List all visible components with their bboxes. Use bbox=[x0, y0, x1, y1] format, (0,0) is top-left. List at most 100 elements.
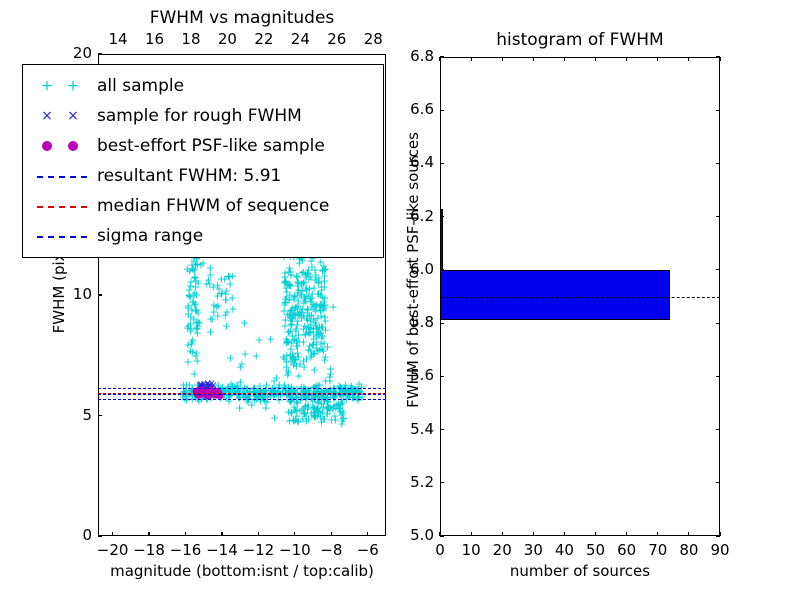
y-tick-mark bbox=[98, 294, 102, 296]
top-x-tick-label: 16 bbox=[144, 30, 165, 48]
hist-y-tick-mark-right bbox=[716, 56, 720, 58]
y-tick-mark bbox=[98, 414, 102, 417]
y-tick-label: 0 bbox=[82, 526, 92, 544]
top-x-tick-label: 28 bbox=[363, 30, 383, 48]
hist-y-tick-label: 6.0 bbox=[410, 259, 434, 278]
hist-x-tick-mark-top bbox=[532, 57, 534, 61]
y-tick-mark bbox=[98, 535, 102, 537]
plus-icon: + bbox=[40, 76, 54, 95]
hist-x-tick-mark-top bbox=[470, 57, 472, 61]
y-tick-label: 20 bbox=[72, 44, 92, 62]
legend-handle-5 bbox=[31, 225, 93, 247]
hist-x-tick-mark-top bbox=[657, 57, 659, 61]
hist-x-tick-mark bbox=[657, 532, 659, 536]
legend-item-label: sample for rough FWHM bbox=[97, 106, 302, 126]
sigma-range-line bbox=[98, 399, 386, 401]
hist-y-tick-mark bbox=[440, 375, 444, 377]
hist-x-tick-label: 20 bbox=[492, 541, 512, 559]
dot-icon bbox=[42, 141, 52, 151]
legend-item-2: best-effort PSF-like sample bbox=[31, 131, 375, 161]
hist-y-tick-label: 5.6 bbox=[410, 366, 434, 385]
legend-item-label: sigma range bbox=[97, 226, 204, 246]
legend: + + all sample × × sample for rough FWHM best-… bbox=[22, 64, 384, 258]
legend-item-1: × × sample for rough FWHM bbox=[31, 101, 375, 131]
x-tick-label: −12 bbox=[242, 541, 275, 559]
hist-y-tick-mark bbox=[440, 56, 444, 58]
hist-x-tick-mark bbox=[626, 532, 628, 536]
median-fhwm-line bbox=[98, 392, 386, 394]
x-tick-mark bbox=[148, 532, 150, 536]
scatter-plot-title: FWHM vs magnitudes bbox=[149, 8, 335, 28]
histogram-title: histogram of FWHM bbox=[496, 30, 664, 50]
hist-x-tick-mark bbox=[563, 532, 566, 536]
legend-handle-4 bbox=[31, 195, 93, 217]
x-tick-label: −20 bbox=[96, 541, 129, 559]
hist-y-tick-mark-right bbox=[716, 322, 720, 324]
hist-y-tick-label: 5.8 bbox=[410, 313, 434, 332]
dot-icon bbox=[68, 141, 78, 151]
hist-y-tick-mark bbox=[440, 269, 444, 271]
legend-item-label: resultant FWHM: 5.91 bbox=[97, 166, 282, 186]
scatter-xlabel: magnitude (bottom:isnt / top:calib) bbox=[110, 562, 374, 580]
top-x-tick-label: 22 bbox=[254, 30, 274, 48]
legend-item-4: median FHWM of sequence bbox=[31, 191, 375, 221]
hist-y-tick-label: 6.4 bbox=[410, 153, 434, 172]
legend-handle-1: × × bbox=[31, 105, 93, 127]
x-tick-mark bbox=[367, 532, 369, 536]
legend-item-3: resultant FWHM: 5.91 bbox=[31, 161, 375, 191]
hist-x-tick-mark-top bbox=[563, 57, 566, 61]
hist-x-tick-mark bbox=[532, 532, 534, 536]
top-x-tick-label: 26 bbox=[327, 30, 347, 48]
x-tick-mark bbox=[294, 532, 296, 536]
resultant-fwhm-line bbox=[98, 393, 386, 395]
top-x-tick-label: 14 bbox=[108, 30, 128, 48]
x-tick-mark bbox=[221, 532, 223, 536]
hist-y-tick-mark bbox=[440, 428, 444, 431]
dashed-line-icon bbox=[37, 176, 87, 178]
hist-x-tick-mark bbox=[439, 532, 441, 536]
hist-y-tick-mark bbox=[440, 535, 444, 537]
hist-y-tick-mark-right bbox=[716, 216, 720, 218]
hist-y-tick-mark-right bbox=[716, 428, 720, 431]
hist-y-tick-label: 6.2 bbox=[410, 206, 434, 225]
hist-x-tick-mark-top bbox=[688, 57, 690, 61]
legend-handle-0: + + bbox=[31, 75, 93, 97]
x-tick-mark bbox=[111, 532, 114, 536]
x-tick-label: −16 bbox=[169, 541, 202, 559]
hist-y-tick-mark bbox=[440, 162, 444, 165]
hist-y-tick-mark bbox=[440, 482, 444, 484]
hist-y-tick-label: 5.4 bbox=[410, 419, 434, 438]
hist-x-tick-label: 40 bbox=[554, 541, 574, 559]
y-tick-label: 5 bbox=[82, 405, 92, 424]
hist-x-tick-label: 70 bbox=[648, 541, 668, 559]
hist-x-tick-mark-top bbox=[719, 57, 721, 61]
hist-x-tick-mark bbox=[470, 532, 472, 536]
top-x-tick-label: 20 bbox=[217, 30, 237, 48]
cross-icon: × bbox=[41, 108, 53, 124]
x-tick-label: −18 bbox=[133, 541, 165, 559]
hist-x-tick-mark-top bbox=[594, 57, 597, 61]
hist-x-tick-mark bbox=[501, 532, 503, 536]
hist-x-tick-mark-top bbox=[501, 57, 503, 61]
dashdot-line-icon bbox=[37, 236, 87, 238]
hist-y-tick-mark bbox=[440, 109, 444, 111]
hist-x-tick-label: 90 bbox=[710, 541, 730, 559]
hist-x-tick-mark bbox=[594, 532, 597, 536]
dashed-line-icon bbox=[37, 206, 87, 208]
hist-x-tick-mark-top bbox=[439, 57, 441, 61]
histogram-reference-lines bbox=[440, 57, 720, 536]
x-tick-label: −6 bbox=[356, 541, 379, 559]
top-x-tick-label: 18 bbox=[181, 30, 201, 48]
y-tick-mark bbox=[98, 53, 102, 55]
hist-x-tick-mark bbox=[719, 532, 721, 536]
hist-y-tick-mark bbox=[440, 216, 444, 218]
hist-y-tick-mark-right bbox=[716, 162, 720, 165]
hist-y-tick-label: 6.8 bbox=[410, 47, 434, 65]
legend-item-label: all sample bbox=[97, 76, 185, 96]
x-tick-mark bbox=[257, 532, 259, 536]
legend-item-5: sigma range bbox=[31, 221, 375, 251]
hist-x-tick-label: 50 bbox=[586, 541, 606, 559]
scatter-reference-lines bbox=[98, 54, 386, 536]
hist-y-tick-mark-right bbox=[716, 109, 720, 111]
